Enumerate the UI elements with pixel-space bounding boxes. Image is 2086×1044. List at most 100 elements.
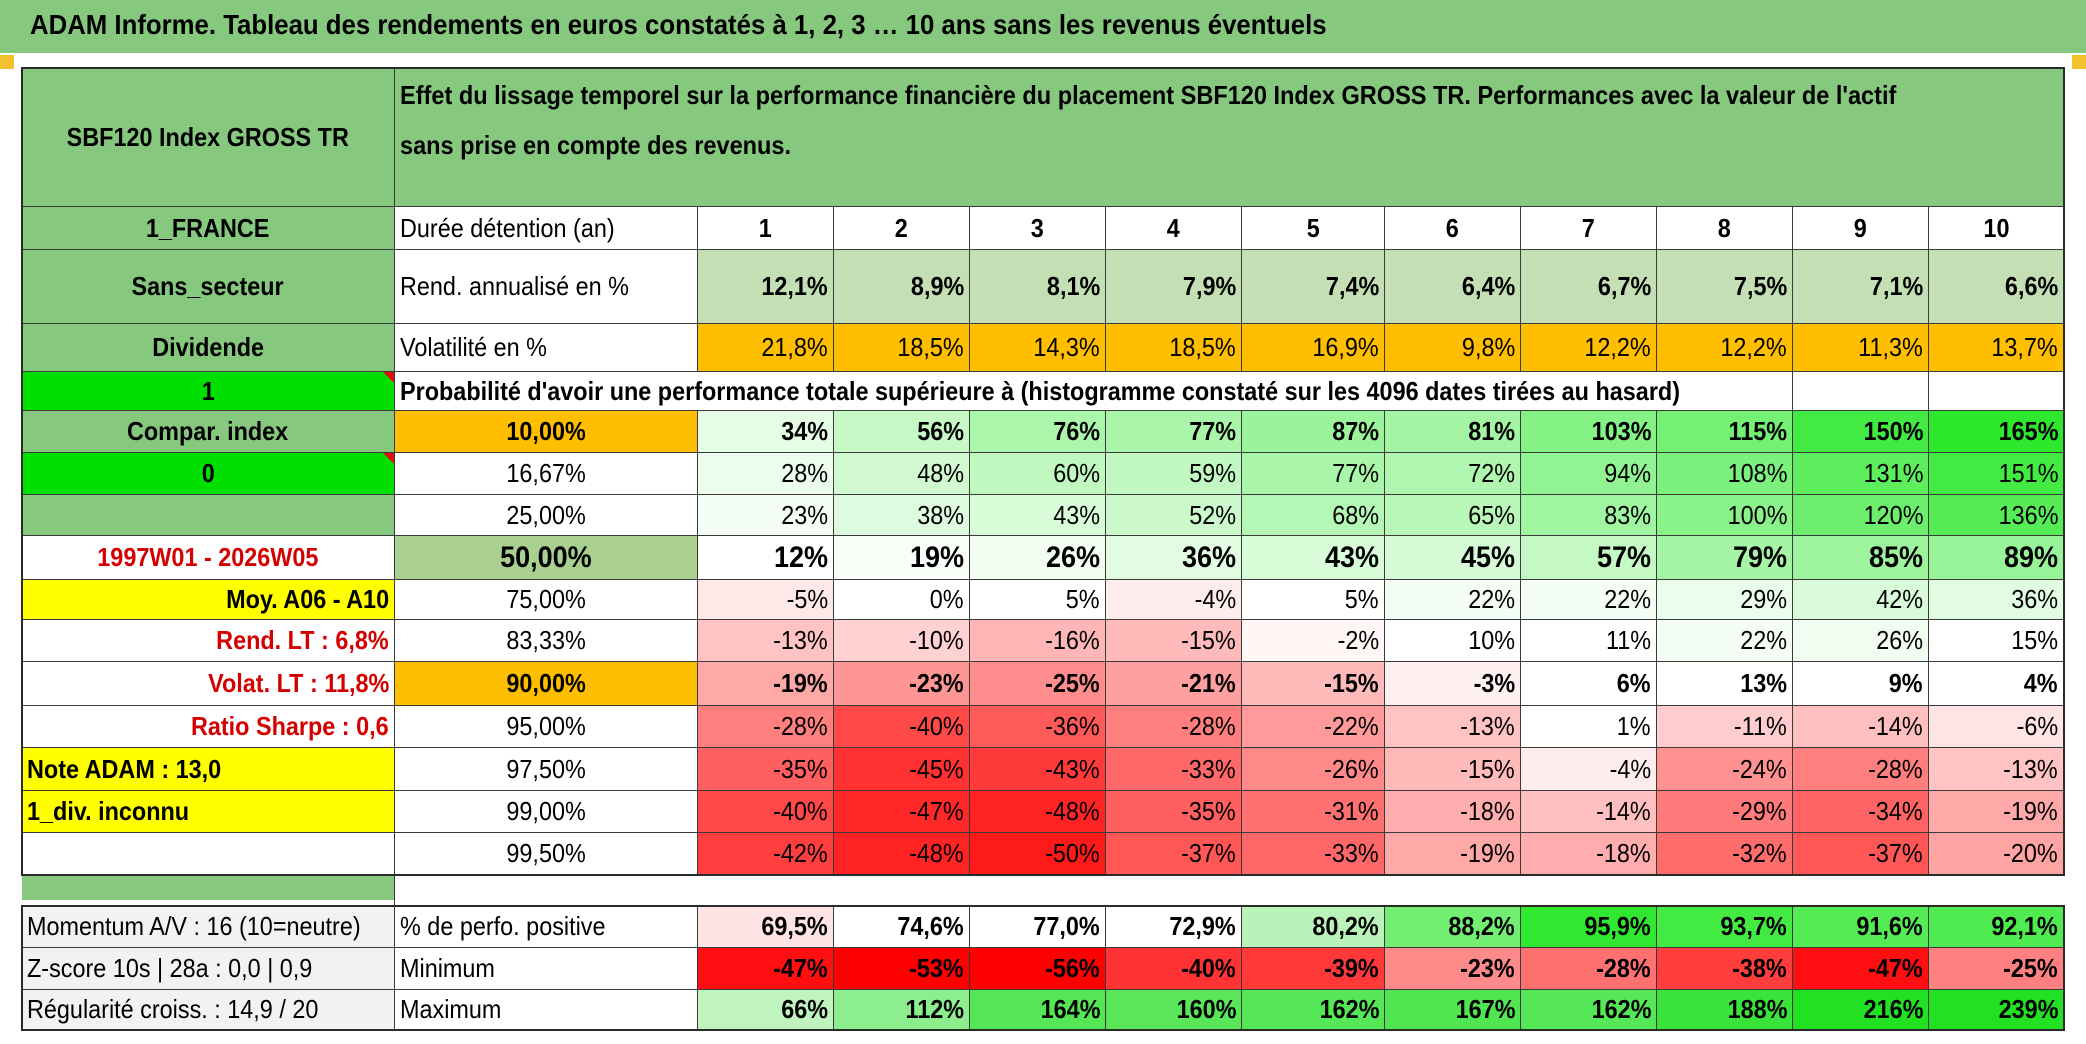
maximum-value: 162% (1521, 990, 1657, 1030)
probability-value-text: -28% (773, 711, 828, 741)
maximum-value: 167% (1385, 990, 1521, 1030)
probability-value: 23% (698, 495, 834, 536)
probability-value-text: 15% (2011, 625, 2058, 655)
probability-value: 43% (970, 495, 1106, 536)
sector-label: Sans_secteur (22, 250, 395, 324)
probability-value-text: -47% (909, 796, 964, 826)
probability-value: -26% (1242, 748, 1385, 791)
maximum-value: 188% (1657, 990, 1793, 1030)
probability-value-text: -13% (2003, 753, 2058, 784)
probability-value: 15% (1929, 620, 2064, 662)
probability-value: 9% (1793, 662, 1929, 706)
probability-value: 45% (1385, 536, 1521, 580)
probability-value: 56% (834, 411, 970, 453)
probability-value-text: 57% (1596, 540, 1651, 574)
probability-value: -50% (970, 833, 1106, 875)
probability-label-text: Probabilité d'avoir une performance tota… (400, 375, 1681, 406)
rend-value-text: 8,1% (1046, 271, 1100, 301)
probability-value: 136% (1929, 495, 2064, 536)
probability-value: 76% (970, 411, 1106, 453)
probability-value-text: 43% (1324, 540, 1379, 574)
probability-value-text: 52% (1189, 499, 1236, 530)
probability-value: 29% (1657, 580, 1793, 620)
moy-label: Moy. A06 - A10 (22, 580, 395, 620)
probability-value-text: 68% (1332, 499, 1379, 530)
volatility-label-text: Volatilité en % (400, 332, 547, 362)
minimum-value-text: -23% (1460, 953, 1515, 983)
rend-value: 6,7% (1521, 250, 1657, 324)
rend-value: 6,6% (1929, 250, 2064, 324)
probability-value-text: -42% (773, 838, 828, 868)
probability-value-text: 103% (1591, 416, 1651, 446)
probability-value-text: -36% (1045, 711, 1100, 741)
probability-value-text: 26% (1876, 625, 1923, 655)
probability-value: -15% (1106, 620, 1242, 662)
probability-value-text: 10% (1468, 625, 1515, 655)
positive-perf-value-text: 91,6% (1856, 911, 1923, 941)
probability-value-text: -20% (2003, 838, 2058, 868)
probability-value-text: -37% (1181, 838, 1236, 868)
rend-value: 7,1% (1793, 250, 1929, 324)
probability-value: -24% (1657, 748, 1793, 791)
year-header-text: 7 (1581, 212, 1596, 243)
minimum-value-text: -38% (1732, 953, 1787, 983)
probability-value-text: -22% (1324, 711, 1379, 741)
probability-value-text: -6% (2016, 711, 2058, 741)
probability-value-text: 136% (1998, 499, 2058, 530)
probability-value: -40% (698, 791, 834, 833)
probability-value: -29% (1657, 791, 1793, 833)
minimum-value: -56% (970, 948, 1106, 990)
probability-threshold: 95,00% (395, 706, 698, 748)
minimum-label-text: Minimum (400, 953, 495, 983)
minimum-value: -47% (1793, 948, 1929, 990)
positive-perf-value-text: 80,2% (1312, 911, 1379, 941)
regularite-info: Régularité croiss. : 14,9 / 20 (22, 990, 395, 1030)
probability-value-text: -25% (1045, 668, 1100, 698)
maximum-value-text: 216% (1863, 994, 1923, 1024)
maximum-label-text: Maximum (400, 994, 502, 1024)
index-name: SBF120 Index GROSS TR (22, 68, 395, 207)
volatility-value: 14,3% (970, 324, 1106, 372)
probability-value: 150% (1793, 411, 1929, 453)
probability-value-text: 83% (1604, 499, 1651, 530)
probability-threshold: 99,00% (395, 791, 698, 833)
probability-value-text: -19% (773, 668, 828, 698)
country-label-text: 1_FRANCE (146, 212, 270, 243)
probability-threshold-text: 99,50% (506, 838, 586, 868)
probability-value: 43% (1242, 536, 1385, 580)
probability-value-text: 28% (781, 458, 828, 488)
comment-flag-icon (383, 372, 394, 383)
duration-label-text: Durée détention (an) (400, 212, 615, 243)
maximum-value: 164% (970, 990, 1106, 1030)
div-status-text: 1_div. inconnu (27, 796, 190, 826)
probability-value: 1% (1521, 706, 1657, 748)
probability-value: 28% (698, 453, 834, 495)
probability-value: -13% (698, 620, 834, 662)
maximum-value: 239% (1929, 990, 2064, 1030)
volatility-value: 21,8% (698, 324, 834, 372)
probability-value: -48% (834, 833, 970, 875)
probability-value: 13% (1657, 662, 1793, 706)
probability-value: -15% (1385, 748, 1521, 791)
probability-value: 0% (834, 580, 970, 620)
probability-value-text: -32% (1732, 838, 1787, 868)
probability-value-text: 0% (930, 584, 964, 614)
probability-value: 59% (1106, 453, 1242, 495)
ratio-sharpe-text: Ratio Sharpe : 0,6 (191, 711, 389, 741)
probability-value: -25% (970, 662, 1106, 706)
probability-value-text: 1% (1617, 711, 1651, 741)
empty-cell (22, 833, 395, 875)
probability-threshold-text: 83,33% (506, 625, 586, 655)
probability-value: 22% (1657, 620, 1793, 662)
volatility-value-text: 9,8% (1461, 332, 1515, 362)
probability-value-text: 94% (1604, 458, 1651, 488)
minimum-value: -23% (1385, 948, 1521, 990)
rend-value-text: 12,1% (761, 271, 828, 301)
probability-value: -40% (834, 706, 970, 748)
probability-value: 57% (1521, 536, 1657, 580)
probability-value: -33% (1106, 748, 1242, 791)
rend-value: 8,9% (834, 250, 970, 324)
dividend-label-text: Dividende (152, 332, 264, 362)
probability-value-text: -18% (1460, 796, 1515, 826)
